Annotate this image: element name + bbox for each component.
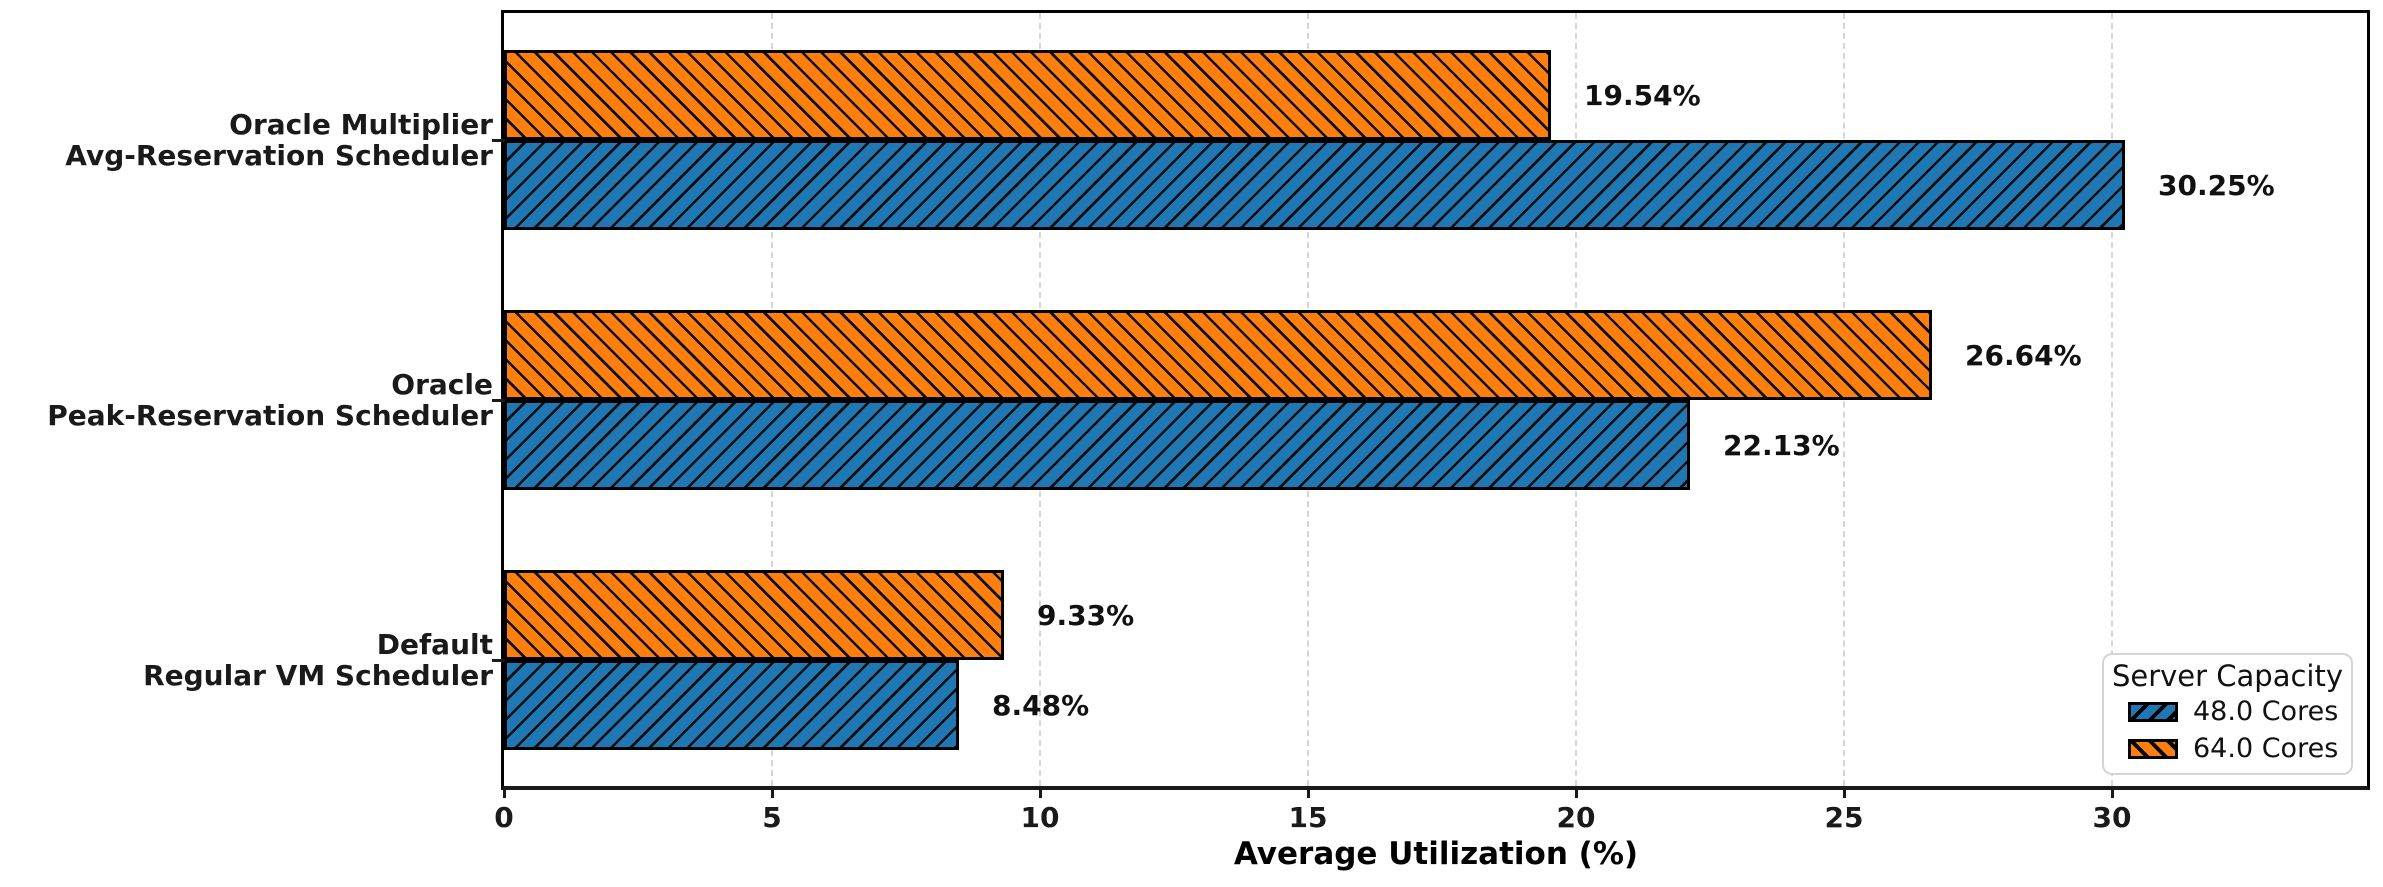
x-tick-label: 15: [1288, 801, 1328, 834]
category-label-line: Peak-Reservation Scheduler: [47, 399, 493, 432]
x-tick-mark: [2110, 786, 2114, 798]
x-tick-label: 5: [762, 801, 782, 834]
category-label-line: Default: [376, 628, 493, 661]
bar-64-0-Cores-0: [504, 50, 1551, 140]
bar-value-label: 30.25%: [2158, 168, 2275, 202]
x-tick-mark: [1038, 786, 1042, 798]
category-label-line: Avg-Reservation Scheduler: [65, 139, 493, 172]
x-tick-mark: [1574, 786, 1578, 798]
x-axis-title: Average Utilization (%): [1233, 836, 1639, 872]
x-tick-label: 25: [1824, 801, 1864, 834]
legend-item-label: 64.0 Cores: [2193, 733, 2339, 764]
y-tick-mark: [492, 398, 505, 402]
legend-item: 64.0 Cores: [2104, 730, 2351, 767]
legend-title: Server Capacity: [2111, 659, 2344, 693]
legend-swatch-48-0-Cores: [2128, 701, 2178, 722]
bar-64-0-Cores-1: [504, 310, 1932, 400]
y-tick-mark: [492, 138, 505, 142]
legend-swatch-64-0-Cores: [2128, 738, 2178, 759]
x-tick-mark: [502, 786, 506, 798]
bar-48-0-Cores-1: [504, 400, 1690, 490]
bar-value-label: 9.33%: [1037, 598, 1135, 632]
legend-item-label: 48.0 Cores: [2193, 696, 2339, 727]
bar-48-0-Cores-2: [504, 660, 959, 750]
bar-48-0-Cores-0: [504, 140, 2125, 230]
x-tick-mark: [1306, 786, 1310, 798]
category-label-line: Oracle: [391, 368, 493, 401]
legend-item: 48.0 Cores: [2104, 693, 2351, 730]
bar-value-label: 22.13%: [1723, 428, 1840, 462]
legend: Server Capacity 48.0 Cores 64.0 Cores: [2102, 653, 2353, 775]
bar-value-label: 19.54%: [1584, 78, 1701, 112]
bar-64-0-Cores-2: [504, 570, 1004, 660]
category-label: Oracle Multiplier Avg-Reservation Schedul…: [23, 109, 493, 171]
x-tick-label: 20: [1556, 801, 1596, 834]
category-label: Default Regular VM Scheduler: [23, 629, 493, 691]
bar-value-label: 26.64%: [1965, 338, 2082, 372]
x-tick-mark: [770, 786, 774, 798]
legend-items: 48.0 Cores 64.0 Cores: [2104, 693, 2351, 767]
x-tick-label: 0: [494, 801, 514, 834]
category-label-line: Regular VM Scheduler: [143, 659, 493, 692]
category-label: Oracle Peak-Reservation Scheduler: [23, 369, 493, 431]
category-label-line: Oracle Multiplier: [229, 108, 493, 141]
x-tick-mark: [1842, 786, 1846, 798]
x-tick-label: 30: [2092, 801, 2132, 834]
x-tick-label: 10: [1020, 801, 1060, 834]
gridline: [2111, 13, 2113, 786]
bar-value-label: 8.48%: [992, 688, 1090, 722]
y-tick-mark: [492, 658, 505, 662]
